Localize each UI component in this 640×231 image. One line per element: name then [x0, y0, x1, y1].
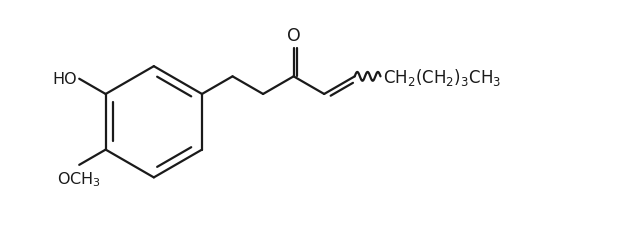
Text: CH$_2$(CH$_2$)$_3$CH$_3$: CH$_2$(CH$_2$)$_3$CH$_3$	[383, 67, 500, 88]
Text: O: O	[287, 27, 301, 45]
Text: HO: HO	[52, 72, 77, 87]
Text: OCH$_3$: OCH$_3$	[57, 169, 101, 188]
